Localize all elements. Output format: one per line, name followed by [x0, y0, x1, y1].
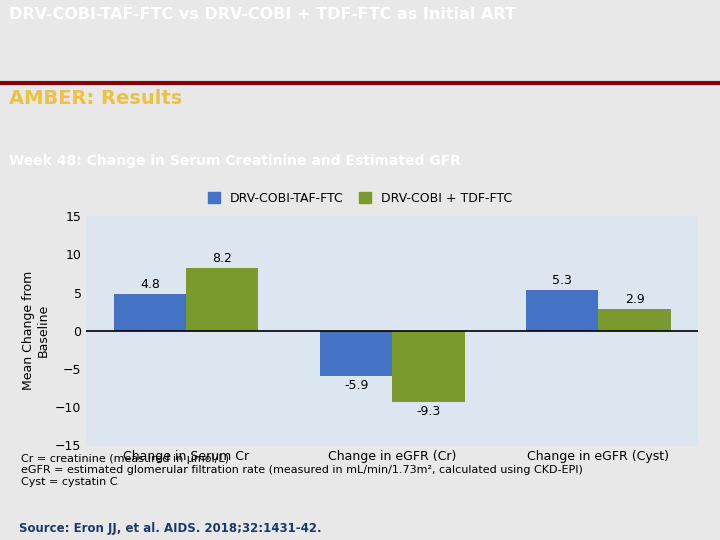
Text: 8.2: 8.2: [212, 252, 233, 265]
Text: Week 48: Change in Serum Creatinine and Estimated GFR: Week 48: Change in Serum Creatinine and …: [9, 154, 462, 167]
Bar: [186, 268, 258, 330]
Text: -5.9: -5.9: [344, 379, 369, 392]
Text: 5.3: 5.3: [552, 274, 572, 287]
Bar: [598, 308, 670, 330]
Text: -9.3: -9.3: [416, 405, 441, 418]
Bar: [114, 294, 186, 330]
Text: 4.8: 4.8: [140, 278, 161, 291]
Legend: DRV-COBI-TAF-FTC, DRV-COBI + TDF-FTC: DRV-COBI-TAF-FTC, DRV-COBI + TDF-FTC: [202, 187, 518, 210]
Bar: [320, 330, 392, 376]
Bar: [526, 290, 598, 330]
Text: Cr = creatinine (measured in μmol/L)
eGFR = estimated glomerular filtration rate: Cr = creatinine (measured in μmol/L) eGF…: [22, 454, 583, 487]
Text: 2.9: 2.9: [625, 293, 644, 306]
Bar: [392, 330, 464, 402]
Text: DRV-COBI-TAF-FTC vs DRV-COBI + TDF-FTC as Initial ART: DRV-COBI-TAF-FTC vs DRV-COBI + TDF-FTC a…: [9, 7, 516, 22]
Y-axis label: Mean Change from
Baseline: Mean Change from Baseline: [22, 271, 50, 390]
Text: Source: Eron JJ, et al. AIDS. 2018;32:1431-42.: Source: Eron JJ, et al. AIDS. 2018;32:14…: [19, 522, 322, 535]
Text: AMBER: Results: AMBER: Results: [9, 89, 183, 107]
